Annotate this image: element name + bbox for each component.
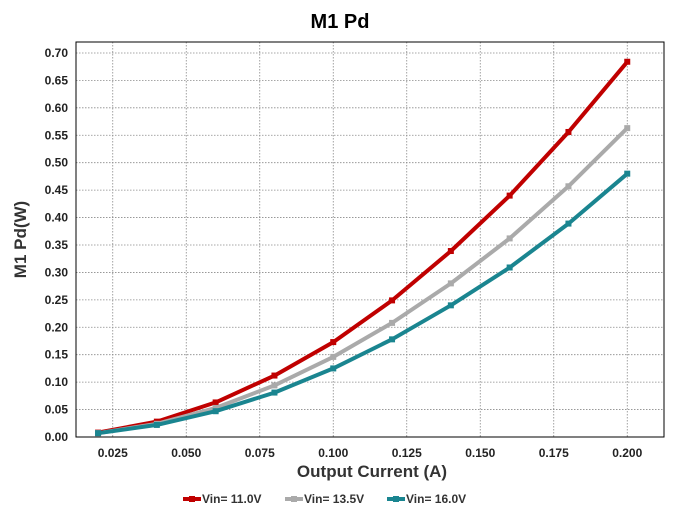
series-0 <box>95 58 631 436</box>
legend-item: Vin= 16.0V <box>387 492 466 506</box>
legend-marker <box>291 496 297 502</box>
legend: Vin= 11.0V Vin= 13.5V Vin= 16.0V <box>183 492 466 506</box>
y-tick-label: 0.65 <box>45 73 69 87</box>
data-point <box>153 421 160 428</box>
plot-frame <box>75 41 665 438</box>
y-tick-label: 0.20 <box>45 320 69 334</box>
series-1 <box>95 125 631 437</box>
x-axis-label: Output Current (A) <box>297 462 447 481</box>
y-tick-labels: 0.00 0.05 0.10 0.15 0.20 0.25 0.30 0.35 0.40 0.45… <box>45 46 69 444</box>
grid <box>76 42 664 438</box>
series-line <box>96 59 630 435</box>
y-tick-label: 0.25 <box>45 293 69 307</box>
data-point <box>506 264 513 271</box>
legend-item: Vin= 11.0V <box>183 492 262 506</box>
y-tick-label: 0.70 <box>45 46 69 60</box>
x-tick-label: 0.175 <box>539 446 569 460</box>
x-tick-label: 0.075 <box>245 446 275 460</box>
data-point <box>271 389 278 396</box>
series-line <box>96 171 630 436</box>
y-tick-label: 0.15 <box>45 348 69 362</box>
x-tick-labels: 0.025 0.050 0.075 0.100 0.125 0.150 0.175 0.200 <box>98 446 643 460</box>
data-point <box>330 339 337 346</box>
y-tick-label: 0.35 <box>45 238 69 252</box>
data-point <box>389 319 396 326</box>
y-tick-label: 0.00 <box>45 430 69 444</box>
y-tick-label: 0.60 <box>45 101 69 115</box>
data-point <box>624 170 631 177</box>
data-point <box>565 183 572 190</box>
series-2 <box>95 170 631 437</box>
series-layer <box>95 58 631 437</box>
y-tick-label: 0.55 <box>45 128 69 142</box>
data-point <box>95 430 102 437</box>
x-tick-label: 0.150 <box>465 446 495 460</box>
legend-label: Vin= 11.0V <box>202 492 262 506</box>
chart-title: M1 Pd <box>311 11 370 33</box>
y-tick-label: 0.05 <box>45 403 69 417</box>
x-tick-label: 0.125 <box>392 446 422 460</box>
x-tick-label: 0.100 <box>318 446 348 460</box>
legend-marker <box>393 496 399 502</box>
y-axis-label: M1 Pd(W) <box>11 201 30 278</box>
data-point <box>212 399 219 406</box>
x-tick-label: 0.050 <box>171 446 201 460</box>
data-point <box>389 336 396 343</box>
legend-label: Vin= 13.5V <box>304 492 364 506</box>
legend-marker <box>189 496 195 502</box>
legend-label: Vin= 16.0V <box>406 492 466 506</box>
y-tick-label: 0.45 <box>45 183 69 197</box>
data-point <box>447 302 454 309</box>
x-tick-label: 0.025 <box>98 446 128 460</box>
data-point <box>447 280 454 287</box>
data-point <box>624 125 631 132</box>
y-tick-label: 0.50 <box>45 156 69 170</box>
data-point <box>271 372 278 379</box>
series-line <box>96 126 630 436</box>
data-point <box>330 353 337 360</box>
data-point <box>624 58 631 65</box>
data-point <box>447 248 454 255</box>
y-tick-label: 0.40 <box>45 211 69 225</box>
data-point <box>271 382 278 389</box>
legend-item: Vin= 13.5V <box>285 492 364 506</box>
data-point <box>330 365 337 372</box>
data-point <box>506 235 513 242</box>
y-tick-label: 0.10 <box>45 375 69 389</box>
y-tick-label: 0.30 <box>45 265 69 279</box>
data-point <box>212 408 219 415</box>
x-tick-label: 0.200 <box>612 446 642 460</box>
data-point <box>389 297 396 304</box>
data-point <box>212 404 219 411</box>
data-point <box>506 192 513 199</box>
data-point <box>565 128 572 135</box>
data-point <box>565 220 572 227</box>
